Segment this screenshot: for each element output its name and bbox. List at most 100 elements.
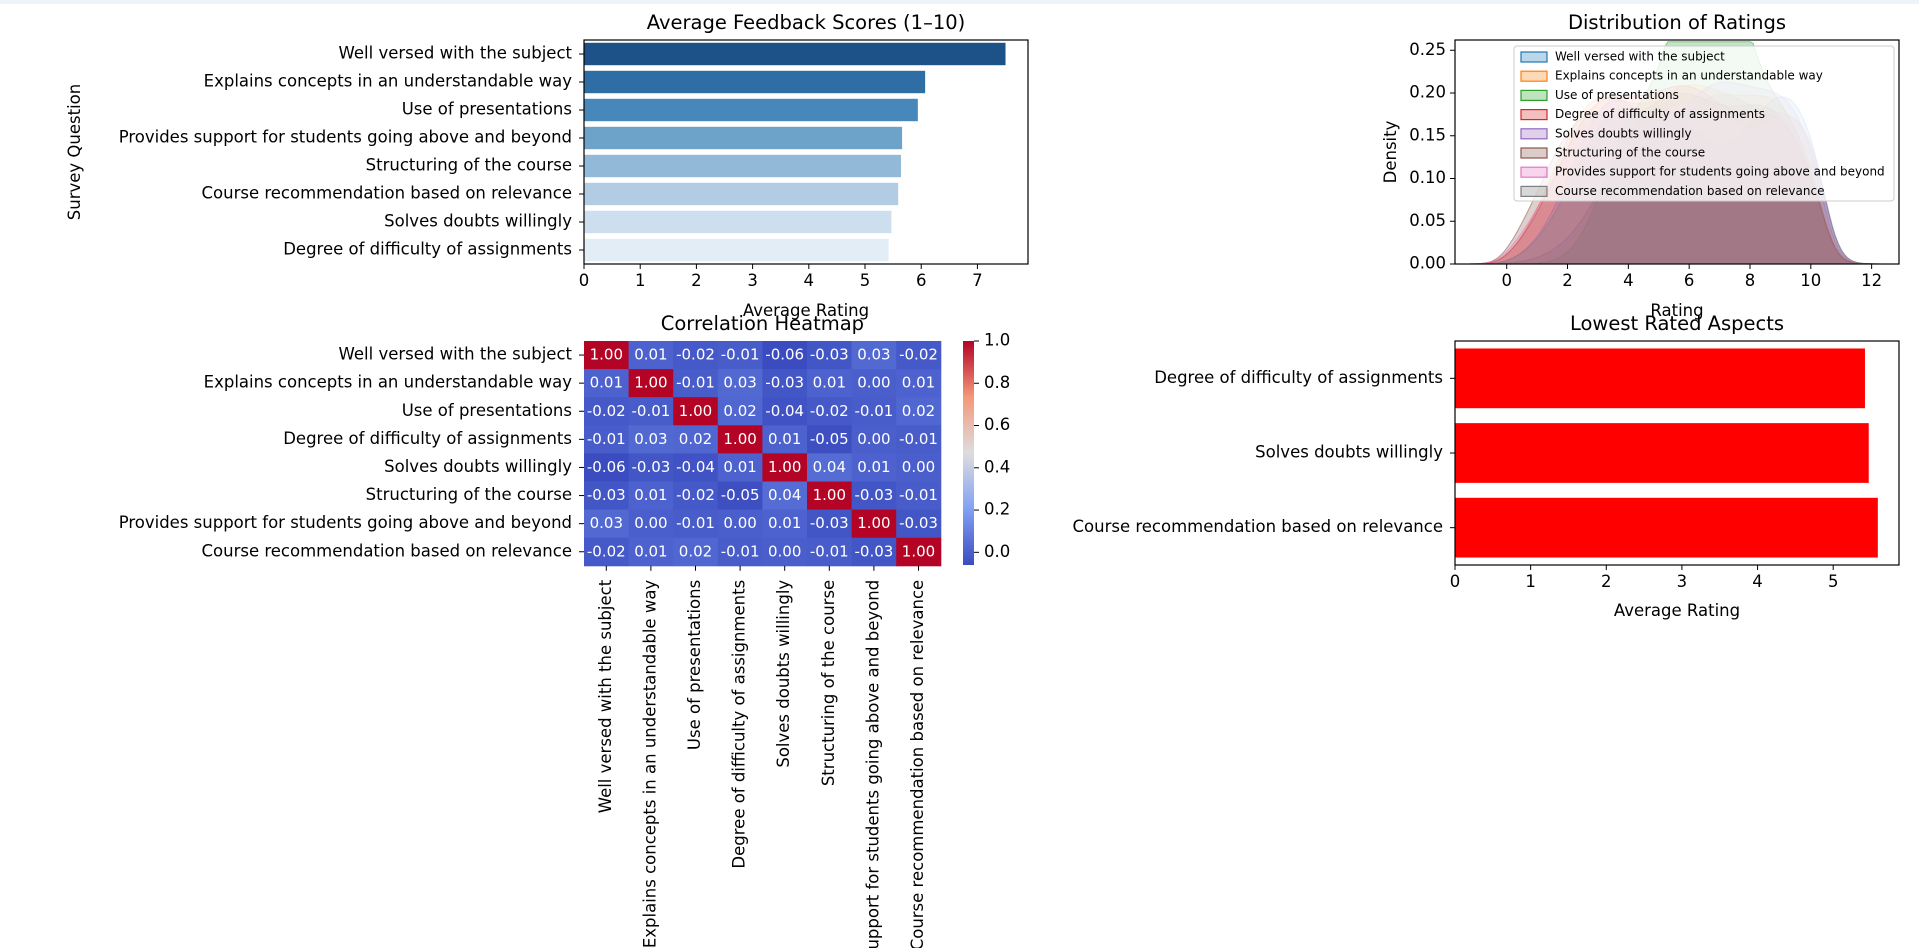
heatmap-value: 0.00: [857, 374, 890, 392]
heatmap-cell: [584, 397, 630, 426]
heatmap-row-label: Explains concepts in an understandable w…: [204, 373, 573, 392]
heatmap-value: 0.00: [857, 430, 890, 448]
legend-swatch: [1520, 166, 1548, 178]
heatmap-value: -0.05: [810, 430, 849, 448]
heatmap-value: -0.04: [676, 458, 715, 476]
heatmap-cell: [717, 425, 763, 454]
correlation-heatmap: 1.00 0.01 -0.02 -0.01 -0.06 -0.03 0.03 -0.02 0.0…: [119, 312, 1011, 948]
legend-swatch: [1520, 185, 1548, 197]
heatmap-cell: [584, 453, 630, 482]
heatmap-row-label: Use of presentations: [402, 401, 572, 420]
heatmap-cell: [628, 341, 674, 370]
plot-frame: [1454, 39, 1900, 265]
heatmap-cell: [807, 425, 853, 454]
y-tick-label: 0.05: [1409, 211, 1446, 230]
heatmap-value: 0.01: [723, 458, 756, 476]
heatmap-cell: [717, 509, 763, 539]
avg-y-axis-label: Survey Question: [65, 84, 84, 220]
heatmap-cell: [673, 481, 719, 511]
x-tick-label: 1: [1525, 572, 1536, 591]
heatmap-value: 0.01: [902, 374, 935, 392]
avg-category-label: Solves doubts willingly: [384, 212, 572, 231]
heatmap-value: 0.00: [634, 514, 667, 532]
heatmap-cell: [584, 509, 630, 539]
y-tick-label: 0.20: [1409, 83, 1446, 102]
heatmap-value: -0.01: [631, 402, 670, 420]
heatmap-col-label: Explains concepts in an understandable w…: [640, 580, 659, 948]
heatmap-cell: [851, 453, 897, 482]
heatmap-col-label: Solves doubts willingly: [774, 580, 793, 768]
heatmap-col-label: Use of presentations: [685, 580, 704, 750]
colorbar-tick-label: 0.8: [984, 373, 1010, 392]
heatmap-cell: [717, 341, 763, 370]
heatmap-cell: [807, 509, 853, 539]
avg-chart-title: Average Feedback Scores (1–10): [647, 11, 966, 34]
heatmap-cell: [851, 341, 897, 370]
heatmap-cell: [807, 369, 853, 398]
heatmap-cell: [896, 509, 942, 539]
heatmap-cell: [673, 369, 719, 398]
legend-entry: Use of presentations: [1555, 88, 1679, 102]
heatmap-value: 0.01: [768, 430, 801, 448]
heatmap-cell: [807, 341, 853, 370]
x-tick-label: 1: [635, 271, 646, 290]
heatmap-value: 0.00: [902, 458, 935, 476]
heatmap-value: 0.01: [634, 346, 667, 364]
heatmap-value: 0.03: [590, 514, 623, 532]
heatmap-value: -0.01: [676, 514, 715, 532]
heatmap-cell: [762, 481, 808, 511]
legend-entry: Structuring of the course: [1555, 146, 1705, 160]
x-tick-label: 7: [972, 271, 983, 290]
avg-category-label: Course recommendation based on relevance: [202, 184, 573, 203]
heatmap-value: 0.02: [679, 430, 712, 448]
x-tick-label: 8: [1745, 271, 1756, 290]
heatmap-value: -0.03: [854, 542, 893, 560]
heatmap-cell: [807, 481, 853, 511]
x-tick-label: 3: [747, 271, 758, 290]
heatmap-cell: [851, 509, 897, 539]
colorbar: [963, 341, 974, 565]
x-tick-label: 12: [1861, 271, 1882, 290]
heatmap-cell: [584, 425, 630, 454]
heatmap-value: -0.03: [587, 486, 626, 504]
heatmap-cell: [628, 453, 674, 482]
heatmap-row-label: Provides support for students going abov…: [119, 513, 572, 532]
avg-category-label: Structuring of the course: [366, 156, 572, 175]
x-tick-label: 3: [1677, 572, 1688, 591]
heatmap-value: -0.01: [587, 430, 626, 448]
y-tick-label: 0.00: [1409, 254, 1446, 273]
legend-entry: Course recommendation based on relevance: [1555, 184, 1824, 198]
heatmap-value: -0.02: [676, 486, 715, 504]
heatmap-cell: [851, 397, 897, 426]
heatmap-col-label: Degree of difficulty of assignments: [730, 580, 749, 869]
heatmap-cell: [584, 341, 630, 370]
legend-swatch: [1520, 108, 1548, 121]
heatmap-col-label: Well versed with the subject: [596, 579, 615, 813]
lowest-rated-chart: Degree of difficulty of assignments Solve…: [1073, 312, 1900, 620]
heatmap-value: 0.01: [634, 486, 667, 504]
legend-swatch: [1520, 128, 1548, 140]
heatmap-value: 1.00: [813, 486, 846, 504]
heatmap-cell: [851, 369, 897, 398]
heatmap-value: 0.02: [679, 542, 712, 560]
x-tick-label: 0: [1450, 572, 1461, 591]
heatmap-cell: [584, 369, 630, 398]
heatmap-value: -0.03: [810, 514, 849, 532]
heatmap-value: -0.01: [676, 374, 715, 392]
heatmap-value: -0.01: [854, 402, 893, 420]
y-tick-label: 0.25: [1409, 40, 1446, 59]
x-tick-label: 10: [1800, 271, 1821, 290]
heatmap-value: -0.03: [854, 486, 893, 504]
heatmap-cell: [673, 397, 719, 426]
heatmap-cell: [896, 425, 942, 454]
x-tick-label: 5: [1828, 572, 1839, 591]
heatmap-cell: [717, 397, 763, 426]
heatmap-value: 0.01: [768, 514, 801, 532]
low-bar: [1455, 348, 1865, 409]
heatmap-value: 0.02: [723, 402, 756, 420]
heatmap-value: -0.02: [810, 402, 849, 420]
heatmap-cell: [584, 481, 630, 511]
legend-swatch: [1520, 70, 1548, 82]
colorbar-tick-label: 0.2: [984, 500, 1010, 519]
heatmap-col-label: Course recommendation based on relevance: [908, 580, 927, 948]
